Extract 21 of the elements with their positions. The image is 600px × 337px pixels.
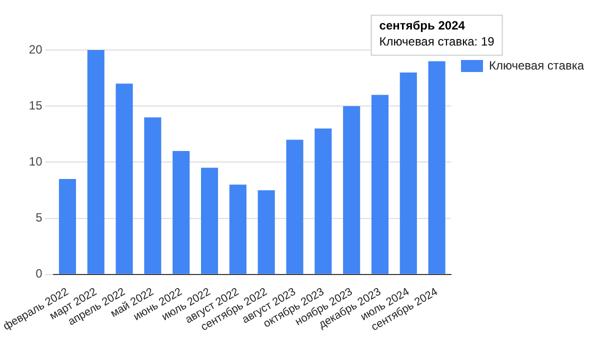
bar <box>144 117 162 274</box>
y-tick-label: 0 <box>36 266 43 281</box>
annotation: сентябрь 2024 Ключевая ставка: 19 <box>379 18 495 49</box>
legend-label: Ключевая ставка <box>489 58 584 72</box>
bar <box>58 179 76 274</box>
bar <box>172 150 190 274</box>
bar <box>428 61 446 274</box>
y-tick-label: 15 <box>28 98 43 112</box>
y-tick-label: 20 <box>28 42 43 56</box>
y-tick-label: 10 <box>28 154 43 169</box>
bar <box>229 184 246 274</box>
bar <box>400 72 417 274</box>
bar <box>343 106 360 274</box>
bar <box>286 140 304 274</box>
y-tick-label: 5 <box>36 210 43 225</box>
bar <box>371 94 389 274</box>
bar <box>314 128 332 274</box>
bar <box>258 190 275 274</box>
bar <box>201 168 218 274</box>
bar <box>116 84 133 274</box>
bar <box>87 50 104 274</box>
